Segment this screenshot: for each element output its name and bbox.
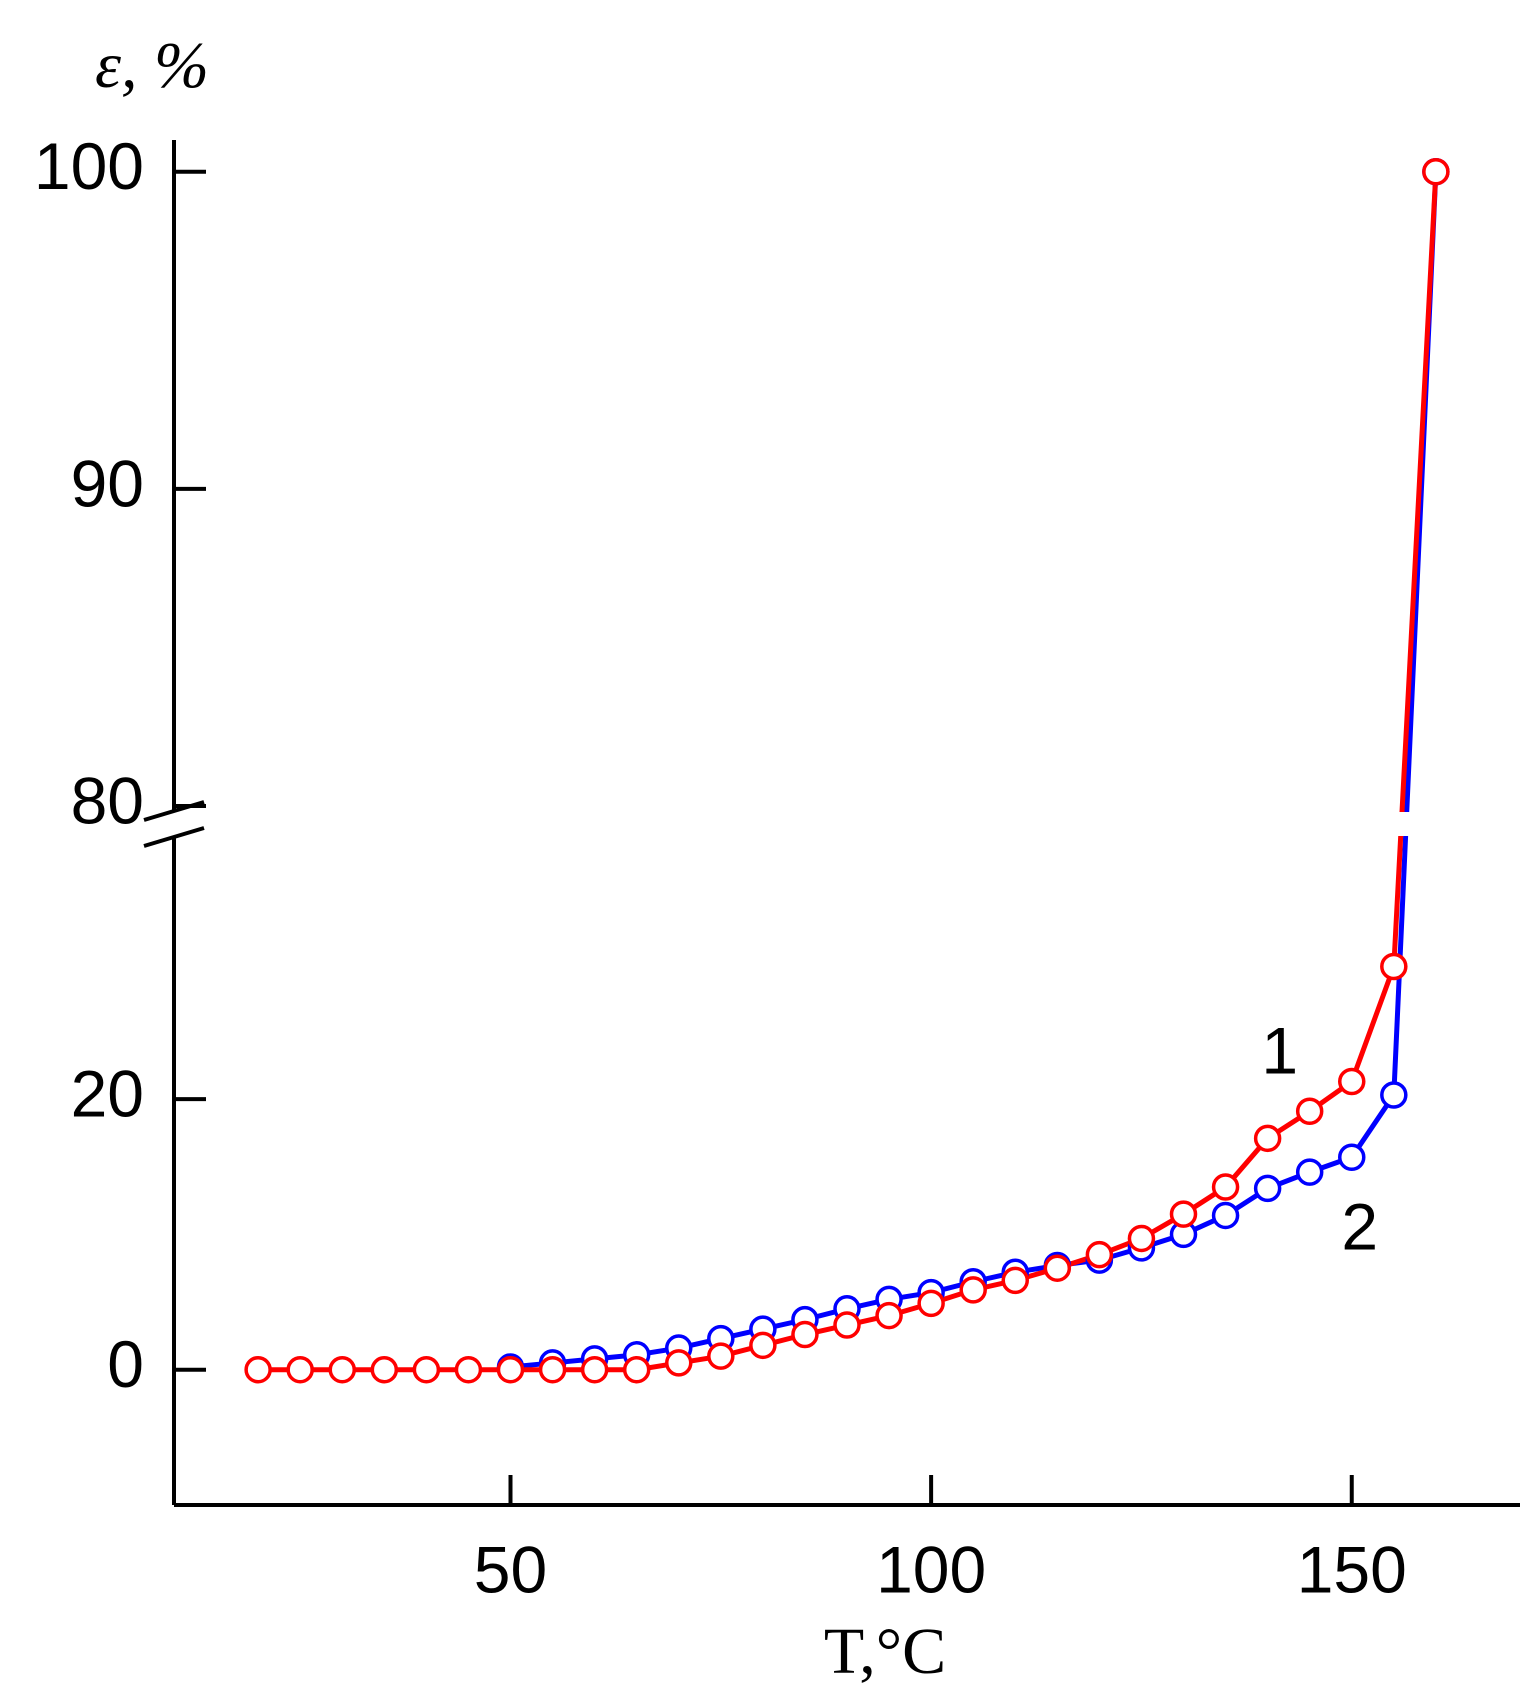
marker (1253, 1124, 1282, 1153)
marker (1001, 1266, 1029, 1295)
marker (833, 1311, 861, 1339)
y-tick-label: 80 (71, 763, 144, 837)
marker (496, 1355, 525, 1384)
marker (665, 1349, 693, 1377)
marker (1380, 952, 1408, 981)
marker (1169, 1200, 1198, 1228)
series-line (510, 171, 1439, 1370)
marker (749, 1331, 777, 1360)
x-tick-label: 50 (474, 1532, 547, 1606)
marker (1043, 1254, 1072, 1282)
marker (1127, 1224, 1156, 1253)
y-axis-label: ε, % (95, 29, 209, 102)
marker (959, 1276, 987, 1304)
marker (286, 1355, 314, 1384)
marker (707, 1342, 735, 1370)
marker (412, 1355, 441, 1384)
marker (1338, 1067, 1366, 1096)
y-tick-label: 90 (71, 446, 144, 520)
marker (454, 1355, 483, 1384)
marker (791, 1320, 819, 1349)
break-gap (214, 812, 1520, 836)
marker (1380, 1081, 1408, 1109)
marker (1295, 1158, 1324, 1186)
marker (1211, 1173, 1240, 1201)
marker (328, 1355, 356, 1384)
marker (875, 1301, 903, 1330)
x-axis-label: T,°C (824, 1615, 946, 1688)
series-label: 2 (1341, 1190, 1378, 1264)
marker (1295, 1097, 1324, 1126)
marker (1085, 1240, 1114, 1269)
marker (580, 1355, 609, 1384)
x-tick-label: 100 (876, 1532, 986, 1606)
marker (1338, 1143, 1366, 1172)
marker (1422, 157, 1450, 186)
y-tick-label: 0 (107, 1327, 144, 1401)
axis-break (143, 826, 205, 848)
marker (1253, 1174, 1282, 1203)
series-label: 1 (1261, 1014, 1298, 1088)
marker (244, 1355, 272, 1384)
y-tick-label: 20 (71, 1057, 144, 1131)
marker (917, 1289, 945, 1318)
y-tick-label: 100 (34, 129, 144, 203)
marker (538, 1355, 567, 1384)
x-tick-label: 150 (1297, 1532, 1407, 1606)
marker (370, 1355, 399, 1384)
marker (622, 1355, 651, 1384)
marker (1211, 1201, 1240, 1230)
